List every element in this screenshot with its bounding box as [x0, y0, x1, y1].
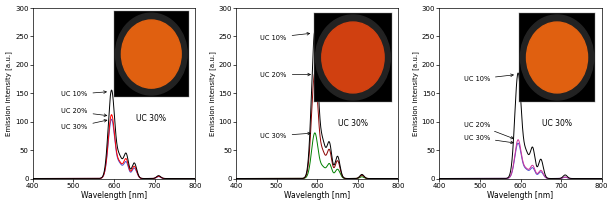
- Text: (a) 1000 °C: (a) 1000 °C: [130, 13, 182, 22]
- Text: UC 30%: UC 30%: [464, 135, 513, 144]
- Text: (b) 1100 °C: (b) 1100 °C: [333, 13, 386, 22]
- Text: (c) 1200 °C: (c) 1200 °C: [537, 13, 588, 22]
- Text: UC 30%: UC 30%: [136, 114, 166, 123]
- Text: UC 30%: UC 30%: [260, 132, 311, 139]
- Text: UC 30%: UC 30%: [338, 119, 368, 128]
- Text: UC 10%: UC 10%: [260, 32, 309, 41]
- Text: UC 30%: UC 30%: [61, 119, 107, 130]
- Y-axis label: Emission intensity [a.u.]: Emission intensity [a.u.]: [6, 51, 12, 136]
- Text: UC 20%: UC 20%: [464, 122, 513, 139]
- X-axis label: Wavelength [nm]: Wavelength [nm]: [81, 191, 147, 200]
- Text: UC 10%: UC 10%: [464, 74, 513, 82]
- Text: UC 20%: UC 20%: [61, 108, 107, 117]
- Y-axis label: Emission intensity [a.u.]: Emission intensity [a.u.]: [209, 51, 216, 136]
- Text: UC 20%: UC 20%: [260, 71, 311, 77]
- Text: UC 30%: UC 30%: [542, 119, 572, 128]
- Y-axis label: Emission intensity [a.u.]: Emission intensity [a.u.]: [412, 51, 419, 136]
- X-axis label: Wavelength [nm]: Wavelength [nm]: [488, 191, 554, 200]
- Text: UC 10%: UC 10%: [61, 91, 106, 97]
- X-axis label: Wavelength [nm]: Wavelength [nm]: [284, 191, 350, 200]
